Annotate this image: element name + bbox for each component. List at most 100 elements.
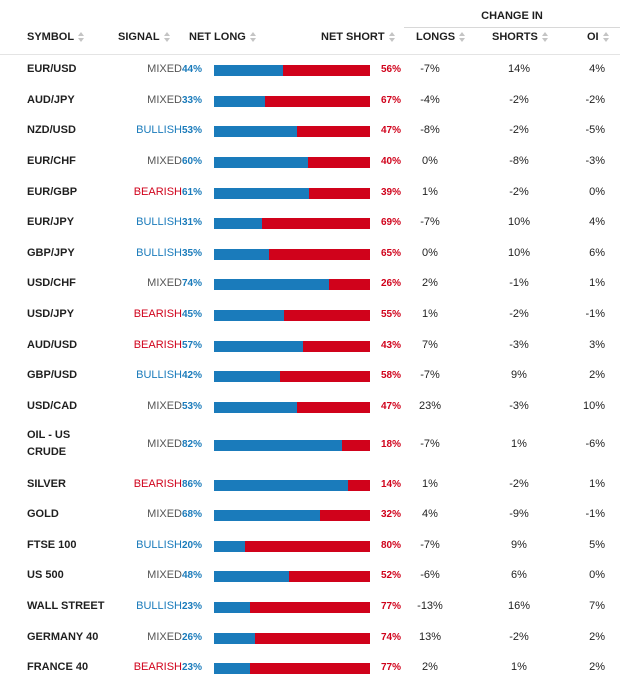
symbol-cell[interactable]: FRANCE 40 <box>27 661 89 673</box>
net-short-value: 65% <box>380 248 401 259</box>
signal-cell: MIXED <box>147 400 182 412</box>
net-long-bar-segment <box>214 310 285 321</box>
column-header-signal[interactable]: SIGNAL <box>118 31 171 43</box>
sort-icon[interactable] <box>78 31 85 43</box>
signal-cell: MIXED <box>147 63 182 75</box>
longs-change-cell: 4% <box>422 508 438 520</box>
table-row[interactable]: US 500 MIXED 48% 52% -6% 6% 0% <box>0 567 620 585</box>
sentiment-bar <box>214 310 370 321</box>
net-short-value: 26% <box>380 278 401 289</box>
column-header-longs[interactable]: LONGS <box>416 31 466 43</box>
sort-icon[interactable] <box>602 31 610 43</box>
header-divider <box>0 54 620 55</box>
table-row[interactable]: GERMANY 40 MIXED 26% 74% 13% -2% 2% <box>0 629 620 647</box>
sort-icon[interactable] <box>459 31 466 43</box>
signal-cell: BULLISH <box>136 216 182 228</box>
sort-icon[interactable] <box>541 31 549 43</box>
symbol-cell[interactable]: EUR/JPY <box>27 216 75 228</box>
sentiment-bar <box>214 96 370 107</box>
symbol-cell[interactable]: OIL - US CRUDE <box>27 429 71 458</box>
column-header-net-short-label: NET SHORT <box>321 31 385 43</box>
shorts-change-cell: 10% <box>507 216 531 228</box>
oi-change-cell: 4% <box>589 63 605 75</box>
net-short-bar-segment <box>296 126 370 137</box>
symbol-cell[interactable]: AUD/USD <box>27 339 78 351</box>
table-row[interactable]: EUR/USD MIXED 44% 56% -7% 14% 4% <box>0 61 620 79</box>
net-long-bar-segment <box>214 440 342 451</box>
table-row[interactable]: OIL - US CRUDE MIXED 82% 18% -7% 1% -6% <box>0 429 620 458</box>
symbol-cell[interactable]: GERMANY 40 <box>27 631 99 643</box>
symbol-cell[interactable]: AUD/JPY <box>27 94 75 106</box>
symbol-cell[interactable]: FTSE 100 <box>27 539 77 551</box>
table-row[interactable]: WALL STREET BULLISH 23% 77% -13% 16% 7% <box>0 598 620 616</box>
symbol-cell[interactable]: GOLD <box>27 508 59 520</box>
table-row[interactable]: GOLD MIXED 68% 32% 4% -9% -1% <box>0 506 620 524</box>
symbol-cell[interactable]: EUR/CHF <box>27 155 76 167</box>
oi-change-cell: 1% <box>589 478 605 490</box>
net-short-bar-segment <box>284 310 370 321</box>
net-long-bar-segment <box>214 371 280 382</box>
change-in-group-header: CHANGE IN <box>481 10 543 22</box>
table-row[interactable]: FTSE 100 BULLISH 20% 80% -7% 9% 5% <box>0 537 620 555</box>
longs-change-cell: 1% <box>422 308 438 320</box>
symbol-cell[interactable]: EUR/USD <box>27 63 77 75</box>
sentiment-bar <box>214 341 370 352</box>
column-header-symbol[interactable]: SYMBOL <box>27 31 85 43</box>
table-row[interactable]: USD/CAD MIXED 53% 47% 23% -3% 10% <box>0 398 620 416</box>
sort-icon[interactable] <box>388 31 396 43</box>
longs-change-cell: -7% <box>420 216 440 228</box>
shorts-change-cell: -9% <box>509 508 529 520</box>
table-row[interactable]: AUD/USD BEARISH 57% 43% 7% -3% 3% <box>0 337 620 355</box>
symbol-cell[interactable]: USD/CHF <box>27 277 76 289</box>
table-row[interactable]: EUR/CHF MIXED 60% 40% 0% -8% -3% <box>0 153 620 171</box>
net-long-value: 61% <box>181 187 202 198</box>
net-long-bar-segment <box>214 65 283 76</box>
net-long-bar-segment <box>214 602 250 613</box>
net-long-value: 35% <box>181 248 202 259</box>
net-long-bar-segment <box>214 402 297 413</box>
column-header-net-short[interactable]: NET SHORT <box>321 31 396 43</box>
net-long-value: 23% <box>181 662 202 673</box>
oi-change-cell: 10% <box>582 400 605 412</box>
symbol-cell[interactable]: USD/CAD <box>27 400 78 412</box>
table-row[interactable]: GBP/USD BULLISH 42% 58% -7% 9% 2% <box>0 367 620 385</box>
table-row[interactable]: FRANCE 40 BEARISH 23% 77% 2% 1% 2% <box>0 659 620 677</box>
change-in-divider <box>404 27 620 28</box>
column-header-net-long[interactable]: NET LONG <box>189 31 257 43</box>
symbol-cell[interactable]: GBP/JPY <box>27 247 75 259</box>
longs-change-cell: 1% <box>422 478 438 490</box>
symbol-cell[interactable]: US 500 <box>27 569 64 581</box>
symbol-cell[interactable]: SILVER <box>27 478 66 490</box>
oi-change-cell: 1% <box>589 277 605 289</box>
net-long-value: 23% <box>181 601 202 612</box>
signal-cell: BEARISH <box>133 339 182 351</box>
net-long-bar-segment <box>214 663 250 674</box>
shorts-change-cell: -2% <box>509 478 529 490</box>
table-row[interactable]: NZD/USD BULLISH 53% 47% -8% -2% -5% <box>0 122 620 140</box>
symbol-cell[interactable]: NZD/USD <box>27 124 76 136</box>
sentiment-bar <box>214 510 370 521</box>
longs-change-cell: -7% <box>420 539 440 551</box>
sentiment-bar <box>214 218 370 229</box>
table-row[interactable]: AUD/JPY MIXED 33% 67% -4% -2% -2% <box>0 92 620 110</box>
table-row[interactable]: USD/JPY BEARISH 45% 55% 1% -2% -1% <box>0 306 620 324</box>
symbol-cell[interactable]: USD/JPY <box>27 308 75 320</box>
column-header-oi[interactable]: OI <box>587 31 610 43</box>
table-row[interactable]: EUR/GBP BEARISH 61% 39% 1% -2% 0% <box>0 184 620 202</box>
sort-icon[interactable] <box>163 31 171 43</box>
sentiment-bar <box>214 602 370 613</box>
net-short-value: 32% <box>380 509 401 520</box>
signal-cell: MIXED <box>147 155 182 167</box>
column-header-shorts[interactable]: SHORTS <box>492 31 549 43</box>
sort-icon[interactable] <box>249 31 257 43</box>
table-row[interactable]: USD/CHF MIXED 74% 26% 2% -1% 1% <box>0 275 620 293</box>
symbol-cell[interactable]: GBP/USD <box>27 369 78 381</box>
symbol-cell[interactable]: WALL STREET <box>27 600 105 612</box>
shorts-change-cell: -2% <box>509 94 529 106</box>
signal-cell: MIXED <box>147 438 182 450</box>
net-long-bar-segment <box>214 480 349 491</box>
table-row[interactable]: GBP/JPY BULLISH 35% 65% 0% 10% 6% <box>0 245 620 263</box>
table-row[interactable]: EUR/JPY BULLISH 31% 69% -7% 10% 4% <box>0 214 620 232</box>
table-row[interactable]: SILVER BEARISH 86% 14% 1% -2% 1% <box>0 476 620 494</box>
symbol-cell[interactable]: EUR/GBP <box>27 186 78 198</box>
